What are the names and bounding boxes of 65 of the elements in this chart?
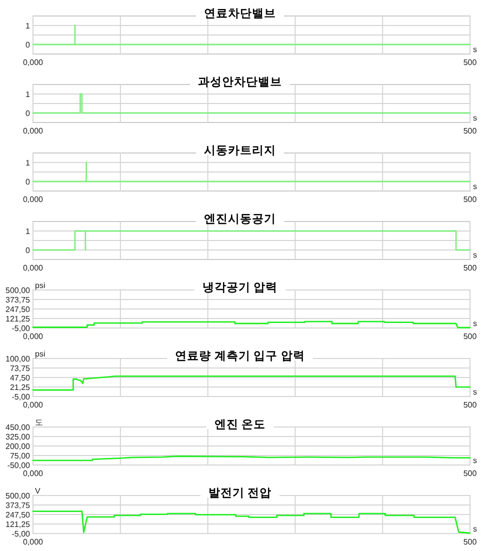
chart-title: 연료량 계측기 입구 압력	[175, 350, 305, 362]
chart-title: 과성안차단밸브	[198, 76, 282, 88]
chart-title: 발전기 전압	[208, 486, 272, 500]
x-axis-title: s	[473, 250, 477, 260]
y-tick-label: 247,50	[6, 510, 31, 520]
x-tick-label: 0,000	[22, 538, 44, 546]
y-tick-label: 73,75	[10, 364, 31, 373]
x-axis-title: s	[473, 45, 477, 54]
x-tick-label: 500	[463, 400, 478, 410]
x-axis-title: s	[473, 524, 477, 534]
x-tick-label: 500	[463, 264, 478, 272]
y-tick-label: 1	[26, 22, 31, 30]
x-tick-label: 500	[463, 332, 478, 341]
x-tick-label: 500	[463, 58, 478, 67]
x-tick-label: 500	[463, 126, 478, 136]
y-tick-label: 450,00	[6, 423, 31, 432]
y-axis-title: psi	[35, 281, 46, 290]
chart-title: 냉각공기 압력	[202, 281, 278, 294]
x-tick-label: 500	[463, 469, 478, 478]
y-tick-label: 0	[26, 178, 31, 186]
y-tick-label: 0	[26, 246, 31, 255]
y-tick-label: 21,25	[10, 383, 31, 392]
x-axis-title: s	[473, 388, 477, 396]
y-tick-label: 75,00	[10, 452, 31, 460]
y-tick-label: 200,00	[6, 442, 31, 451]
x-axis-title: s	[473, 182, 477, 191]
chart-title: 엔진 온도	[214, 418, 266, 431]
y-tick-label: 500,00	[6, 492, 31, 500]
y-axis-title: V	[35, 486, 41, 496]
x-tick-label: 0,000	[22, 400, 44, 410]
y-tick-label: 0	[26, 109, 31, 118]
y-tick-label: 1	[26, 158, 31, 168]
chart-title: 엔진시동공기	[204, 212, 276, 226]
x-tick-label: 0,000	[22, 264, 44, 272]
x-tick-label: 500	[463, 195, 478, 204]
y-axis-title: 도	[35, 418, 43, 427]
x-axis-title: s	[473, 456, 477, 465]
y-tick-label: -5,00	[12, 530, 31, 538]
y-tick-label: 47,50	[10, 374, 31, 382]
y-tick-label: 1	[26, 227, 31, 236]
x-axis-title: s	[473, 319, 477, 328]
y-tick-label: 247,50	[6, 305, 31, 314]
y-tick-label: 121,25	[6, 314, 31, 324]
y-tick-label: -5,00	[12, 324, 31, 333]
y-tick-label: 121,25	[6, 520, 31, 529]
chart-title: 시동카트리지	[204, 144, 276, 157]
y-tick-label: 500,00	[6, 286, 31, 295]
y-tick-label: -5,00	[12, 392, 31, 402]
x-axis-title: s	[473, 114, 477, 122]
y-tick-label: 100,00	[6, 354, 31, 364]
y-tick-label: 1	[26, 90, 31, 99]
x-tick-label: 0,000	[22, 195, 44, 204]
y-tick-label: 373,75	[6, 296, 31, 304]
y-tick-label: -50,00	[7, 461, 31, 470]
y-tick-label: 373,75	[6, 501, 31, 510]
line-series	[32, 376, 471, 391]
x-tick-label: 0,000	[22, 126, 44, 136]
y-tick-label: 325,00	[6, 432, 31, 442]
y-axis-title: psi	[35, 350, 46, 358]
x-tick-label: 0,000	[22, 332, 44, 341]
y-tick-label: 0	[26, 40, 31, 50]
x-tick-label: 0,000	[22, 469, 44, 478]
x-tick-label: 0,000	[22, 58, 44, 67]
x-tick-label: 500	[463, 538, 478, 546]
chart-title: 연료차단밸브	[204, 7, 276, 20]
